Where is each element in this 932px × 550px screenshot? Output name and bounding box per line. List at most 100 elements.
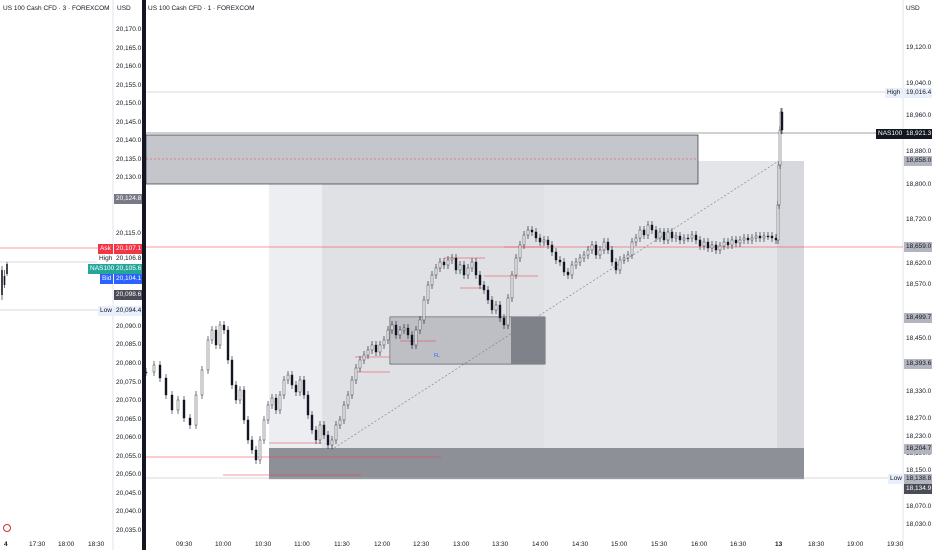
price-candle-body — [634, 237, 638, 243]
left-price-tick: 20,150.0 — [116, 100, 142, 108]
price-candle-body — [258, 439, 262, 461]
fl-annotation[interactable]: FL — [434, 353, 440, 359]
left-symbol-name: NAS100 — [88, 264, 117, 274]
price-candle-body — [602, 241, 606, 251]
price-candle-body — [210, 329, 214, 341]
price-candle-body — [650, 224, 654, 231]
price-candle-body — [438, 261, 442, 269]
price-candle-body — [638, 229, 642, 239]
left-price-tick: 20,065.0 — [116, 415, 142, 423]
price-candle-body — [554, 251, 558, 261]
right-time-label: 12:00 — [374, 541, 391, 548]
price-candle-body — [578, 257, 582, 263]
price-candle-body — [334, 424, 338, 441]
left-price-tick: 20,130.0 — [116, 174, 142, 182]
left-chart-title: US 100 Cash CFD · 3 · FOREXCOM — [3, 5, 110, 12]
price-candle-body — [518, 244, 522, 259]
tradingview-logo-icon[interactable] — [3, 524, 11, 532]
price-candle-body — [770, 235, 774, 239]
price-candle-body — [454, 257, 458, 271]
right-price-tick: 18,720.0 — [906, 216, 932, 223]
left-candle-body — [6, 264, 8, 274]
right-time-label: 19:00 — [847, 541, 864, 548]
price-candle-body — [200, 369, 204, 396]
price-candle-body — [418, 319, 422, 331]
price-candle-body — [290, 374, 294, 386]
price-candle-body — [486, 289, 490, 301]
mid-range-zone — [322, 184, 544, 448]
price-candle-body — [490, 299, 494, 311]
right-price-tick: 18,070.0 — [906, 503, 932, 510]
right-time-label: 13:30 — [492, 541, 509, 548]
price-candle-body — [262, 419, 266, 441]
price-candle-body — [506, 297, 510, 326]
right-time-label: 14:30 — [572, 541, 589, 548]
left-candle-body — [3, 276, 6, 285]
left-price-tick: 20,135.0 — [116, 155, 142, 163]
demand-zone-box — [269, 448, 804, 479]
price-candle-body — [434, 267, 438, 276]
price-candle-body — [310, 414, 314, 431]
right-time-label: 10:30 — [255, 541, 272, 548]
right-level-6-tag: 18,138.8 — [904, 474, 932, 484]
price-candle-body — [630, 241, 634, 256]
price-candle-body — [670, 231, 674, 239]
left-candle-body — [1, 270, 3, 295]
price-candle-body — [462, 264, 466, 276]
price-candle-body — [152, 364, 156, 373]
price-candle-body — [254, 449, 258, 461]
price-candle-body — [646, 224, 650, 236]
price-candle-body — [402, 327, 406, 331]
pane-divider[interactable] — [142, 0, 146, 550]
price-candle-body — [442, 261, 446, 266]
left-price-tick: 20,080.0 — [116, 360, 142, 367]
price-candle-body — [250, 439, 254, 451]
price-candle-body — [778, 129, 782, 166]
right-time-label: 14:00 — [532, 541, 549, 548]
left-chart-pane[interactable]: US 100 Cash CFD · 3 · FOREXCOM USD 20,17… — [0, 0, 144, 550]
price-candle-body — [674, 235, 678, 239]
left-price-tick: 20,085.0 — [116, 341, 142, 349]
price-candle-body — [570, 264, 574, 276]
price-candle-body — [362, 354, 366, 361]
price-candle-body — [718, 245, 722, 251]
right-chart-pane[interactable]: US 100 Cash CFD · 1 · FOREXCOM USD 19,12… — [146, 0, 932, 550]
price-candle-body — [626, 254, 630, 259]
right-time-label: 12:30 — [413, 541, 430, 548]
right-chart-canvas[interactable] — [146, 0, 932, 550]
price-candle-body — [762, 235, 766, 239]
right-time-label: 16:30 — [730, 541, 747, 548]
price-candle-body — [382, 339, 386, 346]
price-candle-body — [386, 329, 390, 341]
price-candle-body — [558, 259, 562, 263]
left-price-tick: 20,090.0 — [116, 322, 142, 330]
order-block-fill — [390, 317, 511, 363]
price-candle-body — [314, 429, 318, 441]
left-currency-label: USD — [117, 5, 131, 12]
right-time-label: 15:30 — [651, 541, 668, 548]
left-time-label: 18:30 — [88, 541, 105, 548]
price-candle-body — [776, 204, 780, 241]
price-candle-body — [474, 261, 478, 276]
price-candle-body — [170, 394, 174, 411]
price-candle-body — [278, 394, 282, 411]
left-price-tick: 20,040.0 — [116, 508, 142, 516]
price-candle-body — [430, 274, 434, 286]
price-candle-body — [574, 261, 578, 266]
price-candle-body — [498, 304, 502, 319]
left-price-tick: 20,055.0 — [116, 452, 142, 460]
price-candle-body — [730, 239, 734, 246]
price-candle-body — [482, 284, 486, 291]
price-candle-body — [302, 379, 306, 396]
price-candle-body — [446, 259, 450, 266]
left-price-tick: 20,170.0 — [116, 26, 142, 33]
right-price-tick: 18,800.0 — [906, 181, 932, 188]
price-candle-body — [754, 235, 758, 239]
left-symbol-tag: 20,105.6 — [114, 264, 144, 274]
price-candle-body — [282, 379, 286, 396]
right-time-label: 19:30 — [887, 541, 904, 548]
left-price-tick: 20,145.0 — [116, 118, 142, 126]
price-candle-body — [582, 254, 586, 259]
price-candle-body — [158, 364, 162, 379]
price-candle-body — [338, 419, 342, 426]
